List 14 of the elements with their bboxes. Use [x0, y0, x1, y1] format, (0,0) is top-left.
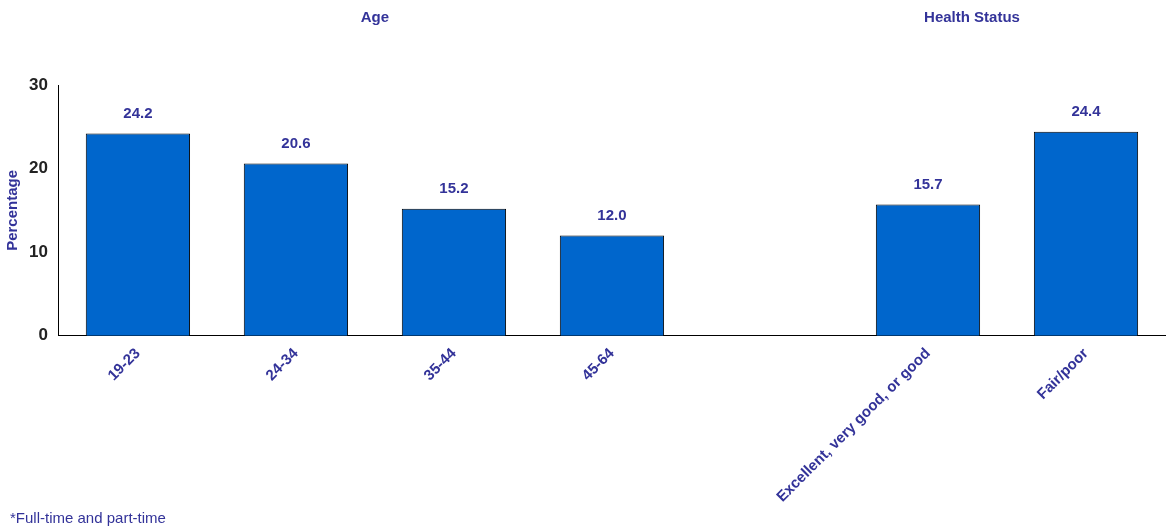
text: *Full-time and part-time [10, 509, 166, 527]
data-label: 12.0 [597, 206, 627, 224]
data-label: 24.2 [123, 104, 153, 122]
y-tick-label: 20 [28, 158, 48, 178]
text: Health Status [924, 8, 1020, 26]
data-label: 20.6 [281, 134, 311, 152]
y-tick-label: 10 [28, 241, 48, 261]
y-tick-label: 0 [38, 325, 48, 345]
data-label: 24.4 [1071, 102, 1102, 120]
data-label: 15.2 [439, 179, 469, 197]
data-label: 15.7 [913, 175, 943, 193]
y-axis-title: Percentage [3, 169, 21, 251]
y-tick-label: 30 [28, 74, 48, 94]
text: Age [360, 8, 390, 26]
